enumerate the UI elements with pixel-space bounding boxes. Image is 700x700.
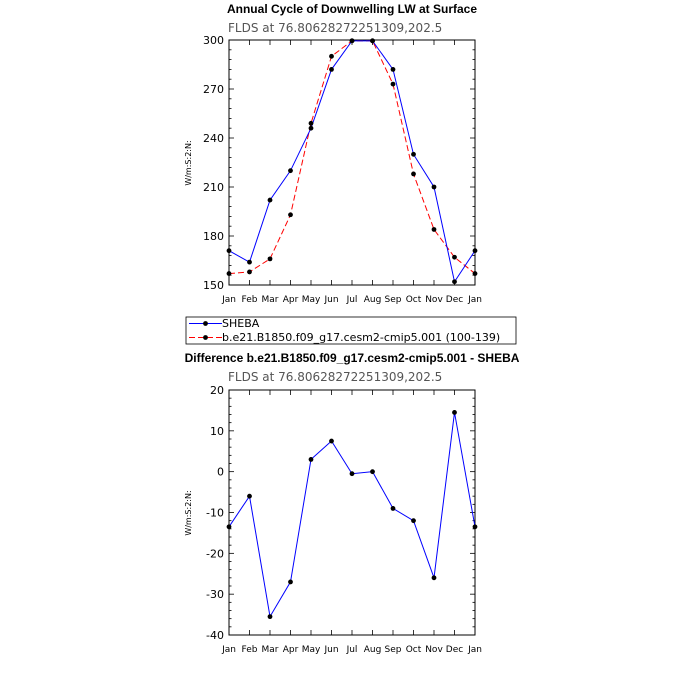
data-point (390, 506, 396, 511)
x-tick-label: Jan (467, 645, 482, 655)
series-line (228, 40, 476, 283)
y-tick-label: 10 (210, 425, 224, 438)
plot-area: -40 -30 -20 -10 0 10 20 Jan Feb Mar Apr May Jun Jul Au… (206, 384, 482, 655)
x-tick-label: Sep (385, 645, 402, 655)
plot-area: 150 180 210 240 270 300 Jan Feb Mar Apr May Jun Jul A… (203, 34, 482, 305)
x-tick-label: Apr (283, 295, 299, 305)
x-tick-label: Aug (364, 645, 382, 655)
y-axis-label: W/m:S:2:N: (184, 490, 193, 535)
data-point (308, 125, 314, 131)
y-tick-label: 180 (203, 230, 224, 243)
x-tick-label: Aug (364, 295, 382, 305)
data-point (452, 410, 457, 415)
data-point (370, 38, 375, 44)
x-tick-label: Jan (221, 295, 236, 305)
y-tick-label: -40 (206, 629, 224, 642)
chart-title: Annual Cycle of Downwelling LW at Surfac… (227, 2, 477, 16)
legend-box (185, 316, 517, 345)
data-point (329, 53, 334, 59)
legend-label-cesm2: b.e21.B1850.f09_g17.cesm2-cmip5.001 (100… (222, 331, 500, 344)
data-point (267, 256, 273, 262)
data-point (390, 81, 396, 87)
data-point (431, 184, 437, 190)
x-tick-label: Nov (425, 645, 443, 655)
data-point (288, 168, 293, 174)
data-point (226, 248, 232, 254)
plot-frame (228, 389, 476, 636)
x-tick-label: Jan (467, 295, 482, 305)
data-point (370, 469, 375, 475)
x-tick-label: Jul (346, 645, 358, 655)
data-point (472, 248, 478, 254)
plot-frame (228, 39, 476, 286)
x-tick-label: May (302, 645, 321, 655)
data-point (472, 524, 478, 530)
data-point (472, 271, 478, 276)
x-tick-label: Feb (242, 645, 258, 655)
x-tick-label: Dec (446, 295, 463, 305)
chart-title: Difference b.e21.B1850.f09_g17.cesm2-cmi… (185, 351, 520, 365)
data-point (431, 227, 437, 232)
y-axis-label: W/m:S:2:N: (184, 140, 193, 185)
data-point (411, 151, 416, 157)
data-point (288, 212, 293, 218)
data-point (308, 120, 314, 126)
y-tick-label: 300 (203, 34, 224, 47)
series-line (228, 412, 476, 619)
y-tick-label: 0 (217, 466, 224, 479)
data-point (452, 254, 457, 260)
data-point (267, 614, 273, 620)
x-tick-label: Mar (262, 295, 279, 305)
data-point (226, 271, 232, 276)
x-tick-label: Apr (283, 645, 299, 655)
y-tick-label: 210 (203, 181, 224, 194)
x-tick-label: May (302, 295, 321, 305)
y-tick-label: 240 (203, 132, 224, 145)
data-point (247, 493, 252, 499)
x-tick-label: Jun (323, 645, 338, 655)
x-tick-label: Feb (242, 295, 258, 305)
y-tick-label: 270 (203, 83, 224, 96)
data-point (431, 575, 437, 581)
y-tick-label: -20 (206, 547, 224, 560)
x-tick-label: Oct (406, 645, 422, 655)
data-point (288, 579, 293, 585)
data-point (247, 269, 252, 275)
data-point (452, 279, 457, 285)
y-tick-label: -30 (206, 588, 224, 601)
series-line (228, 40, 476, 275)
x-tick-label: Jan (221, 645, 236, 655)
legend-label-sheba: SHEBA (222, 317, 260, 330)
difference-chart: Difference b.e21.B1850.f09_g17.cesm2-cmi… (184, 351, 520, 655)
data-point (267, 197, 273, 203)
legend-marker-cesm2 (203, 335, 208, 340)
data-point (308, 457, 314, 462)
data-point (247, 259, 252, 265)
x-tick-label: Jul (346, 295, 358, 305)
data-point (226, 524, 232, 530)
data-point (411, 518, 416, 524)
chart-subtitle: FLDS at 76.80628272251309,202.5 (228, 370, 442, 384)
x-tick-label: Nov (425, 295, 443, 305)
data-point (411, 171, 416, 177)
y-tick-label: -10 (206, 507, 224, 520)
data-point (329, 67, 334, 72)
x-tick-label: Oct (406, 295, 422, 305)
y-tick-label: 150 (203, 279, 224, 292)
x-tick-label: Jun (323, 295, 338, 305)
legend: SHEBA b.e21.B1850.f09_g17.cesm2-cmip5.00… (185, 316, 517, 345)
x-tick-label: Sep (385, 295, 402, 305)
x-tick-label: Mar (262, 645, 279, 655)
data-point (390, 67, 396, 72)
data-point (349, 38, 355, 44)
legend-marker-sheba (203, 321, 208, 326)
y-tick-label: 20 (210, 384, 224, 397)
data-point (329, 438, 334, 444)
x-tick-label: Dec (446, 645, 463, 655)
annual-cycle-chart: Annual Cycle of Downwelling LW at Surfac… (184, 2, 482, 305)
chart-subtitle: FLDS at 76.80628272251309,202.5 (228, 21, 442, 35)
data-point (349, 471, 355, 477)
